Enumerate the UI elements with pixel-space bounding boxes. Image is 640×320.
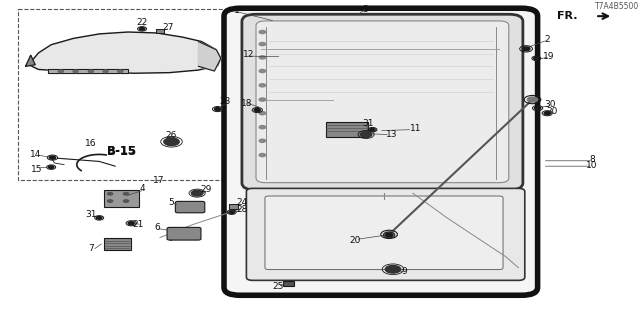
Text: FR.: FR. [557,11,577,21]
Text: 11: 11 [410,124,422,132]
Text: 20: 20 [349,236,361,244]
Circle shape [103,70,108,73]
Polygon shape [48,69,128,73]
FancyBboxPatch shape [246,188,525,280]
Circle shape [534,107,541,110]
Text: 5: 5 [169,197,174,206]
Circle shape [527,97,538,102]
Circle shape [370,128,375,131]
Circle shape [108,200,113,202]
Circle shape [118,70,123,73]
Text: 31: 31 [85,210,97,219]
Circle shape [229,211,234,213]
Bar [104,238,131,250]
Circle shape [384,232,394,237]
Text: 22: 22 [136,18,148,27]
Text: 27: 27 [162,23,173,32]
Circle shape [259,125,266,129]
Circle shape [97,217,102,219]
Circle shape [214,108,221,111]
Text: 3: 3 [362,5,367,14]
Text: 13: 13 [386,130,397,139]
Circle shape [522,47,530,51]
Text: 31: 31 [362,119,374,129]
FancyBboxPatch shape [242,14,523,190]
Circle shape [164,138,179,146]
FancyBboxPatch shape [175,201,205,213]
Bar [168,228,169,232]
Text: 24: 24 [236,198,248,207]
Text: B-15: B-15 [108,146,136,156]
Circle shape [128,222,134,225]
Circle shape [386,233,392,237]
Circle shape [73,70,78,73]
Circle shape [259,56,266,59]
Bar [104,190,139,207]
Circle shape [259,139,266,142]
Text: 6: 6 [154,223,159,232]
Text: 17: 17 [153,176,164,185]
Circle shape [360,132,372,137]
Text: 14: 14 [29,150,41,159]
Bar [326,122,368,137]
Circle shape [259,84,266,87]
Circle shape [140,28,145,30]
Circle shape [49,166,54,168]
Circle shape [385,266,401,273]
Text: 15: 15 [31,165,43,174]
Bar [156,28,164,33]
FancyBboxPatch shape [167,228,201,240]
Circle shape [191,190,203,196]
Circle shape [49,156,56,159]
Text: 26: 26 [166,131,177,140]
Text: 30: 30 [545,100,556,109]
FancyBboxPatch shape [224,8,538,295]
Text: B-15: B-15 [106,145,137,158]
Bar [170,228,171,240]
Text: 21: 21 [132,220,143,229]
Circle shape [259,69,266,73]
Text: 7: 7 [88,244,93,253]
Circle shape [108,193,113,195]
Text: 25: 25 [273,282,284,291]
Text: 12: 12 [243,50,254,59]
Circle shape [259,98,266,101]
Circle shape [58,70,63,73]
Bar [283,281,294,286]
Text: 9: 9 [402,267,407,276]
Polygon shape [26,55,35,66]
Text: 10: 10 [586,161,598,170]
Text: 1: 1 [234,6,239,15]
Text: 23: 23 [220,97,231,106]
Circle shape [259,43,266,46]
Bar [18,9,242,180]
Bar [229,204,238,209]
Text: 8: 8 [589,155,595,164]
Text: T7A4B5500: T7A4B5500 [595,2,639,11]
FancyBboxPatch shape [256,21,509,183]
FancyBboxPatch shape [265,196,503,269]
Circle shape [534,57,539,60]
Circle shape [124,200,129,202]
Text: 29: 29 [200,185,212,194]
Circle shape [544,112,550,115]
Circle shape [254,108,260,112]
Polygon shape [29,32,221,73]
Text: 20: 20 [546,107,557,116]
Polygon shape [198,42,221,71]
Circle shape [259,112,266,115]
Circle shape [259,154,266,157]
Text: 4: 4 [140,184,145,193]
Circle shape [88,70,93,73]
Circle shape [124,193,129,195]
Text: 2: 2 [545,35,550,44]
Text: 19: 19 [543,52,555,60]
Text: 28: 28 [236,205,248,214]
Circle shape [259,30,266,34]
Text: 16: 16 [85,139,97,148]
Text: 18: 18 [241,99,252,108]
